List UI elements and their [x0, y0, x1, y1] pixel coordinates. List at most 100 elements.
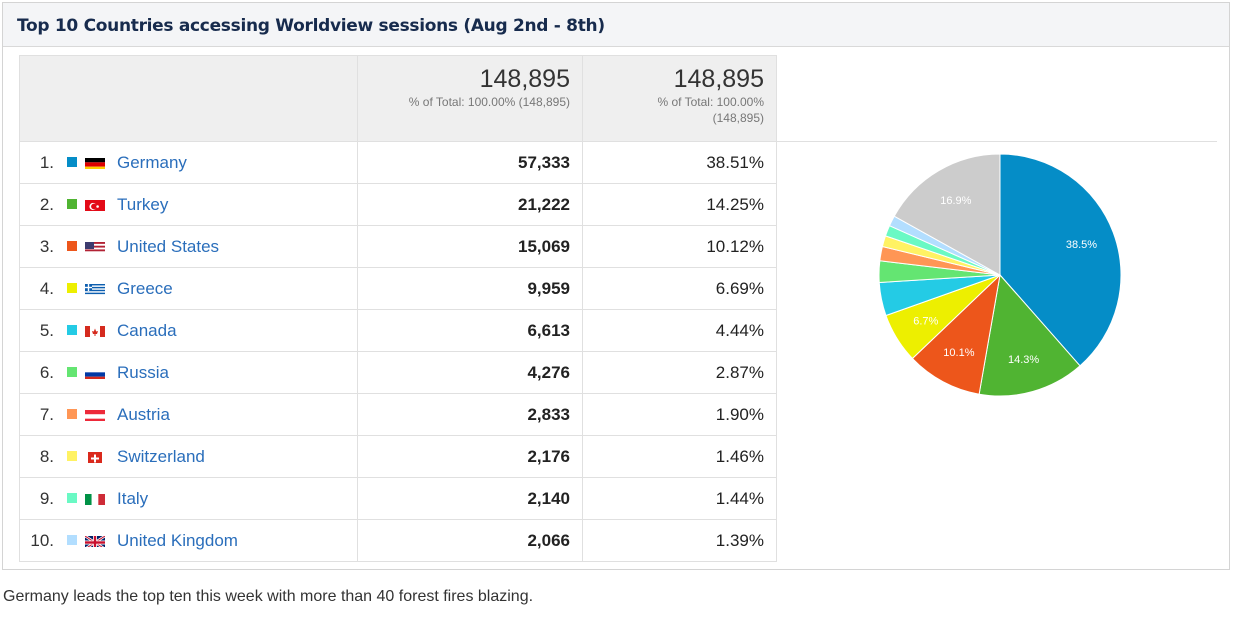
country-link[interactable]: Canada [117, 320, 177, 340]
rank-label: 7. [39, 404, 54, 424]
rank-label: 10. [30, 530, 54, 550]
percent-cell: 38.51% [582, 141, 777, 184]
country-cell: 7. Austria [19, 393, 358, 436]
country-cell: 6. Russia [19, 351, 358, 394]
percent-total-note-2: (148,895) [712, 111, 764, 125]
series-color-swatch [67, 534, 77, 545]
rank-label: 5. [39, 320, 54, 340]
pie-data-label: 38.5% [1066, 239, 1097, 251]
rank-label: 9. [39, 488, 54, 508]
country-cell: 4. Greece [19, 267, 358, 310]
country-cell: 10. United Kingdom [19, 519, 358, 562]
switzerland-flag-icon [85, 450, 105, 463]
percent-cell: 10.12% [582, 225, 777, 268]
table-row: 4. Greece 9,959 6.69% [19, 267, 777, 310]
table-header-row: 148,895 % of Total: 100.00% (148,895) 14… [19, 55, 777, 142]
series-color-swatch [67, 324, 77, 335]
country-cell: 3. United States [19, 225, 358, 268]
country-link[interactable]: Italy [117, 488, 149, 508]
panel-header: Top 10 Countries accessing Worldview ses… [3, 3, 1229, 47]
series-color-swatch [67, 492, 77, 503]
country-cell: 2. Turkey [19, 183, 358, 226]
rank-label: 4. [39, 278, 54, 298]
pie-slice-other[interactable] [893, 153, 1001, 276]
pie-slice-turkey[interactable] [978, 273, 1081, 397]
sessions-column-header: 148,895 % of Total: 100.00% (148,895) [357, 55, 583, 142]
percent-cell: 6.69% [582, 267, 777, 310]
pie-data-label: 10.1% [943, 347, 974, 359]
sessions-cell: 6,613 [357, 309, 583, 352]
sessions-total-note: % of Total: 100.00% (148,895) [408, 95, 570, 109]
chart-divider [777, 141, 1217, 142]
table-row: 5. Canada 6,613 4.44% [19, 309, 777, 352]
pie-data-label: 6.7% [913, 316, 938, 328]
rank-label: 2. [39, 194, 54, 214]
percent-column-header: 148,895 % of Total: 100.00% (148,895) [582, 55, 777, 142]
pie-data-label: 16.9% [940, 195, 971, 207]
table-row: 7. Austria 2,833 1.90% [19, 393, 777, 436]
percent-cell: 1.90% [582, 393, 777, 436]
series-color-swatch [67, 156, 77, 167]
percent-cell: 4.44% [582, 309, 777, 352]
percent-cell: 14.25% [582, 183, 777, 226]
percent-cell: 2.87% [582, 351, 777, 394]
country-link[interactable]: Germany [117, 152, 187, 172]
table-row: 3. United States 15,069 10.12% [19, 225, 777, 268]
series-color-swatch [67, 282, 77, 293]
sessions-cell: 15,069 [357, 225, 583, 268]
turkey-flag-icon [85, 198, 105, 211]
series-color-swatch [67, 450, 77, 461]
table-row: 8. Switzerland 2,176 1.46% [19, 435, 777, 478]
percent-cell: 1.46% [582, 435, 777, 478]
report-panel: Top 10 Countries accessing Worldview ses… [2, 2, 1230, 570]
sessions-total: 148,895 [479, 65, 570, 93]
sessions-cell: 2,176 [357, 435, 583, 478]
country-link[interactable]: Austria [117, 404, 170, 424]
country-link[interactable]: Switzerland [117, 446, 205, 466]
uk-flag-icon [85, 534, 105, 547]
rank-label: 3. [39, 236, 54, 256]
series-color-swatch [67, 366, 77, 377]
greece-flag-icon [85, 282, 105, 295]
pie-data-label: 14.3% [1008, 354, 1039, 366]
country-cell: 8. Switzerland [19, 435, 358, 478]
percent-total: 148,895 [673, 65, 764, 93]
pie-slice-germany[interactable] [999, 153, 1122, 367]
sessions-cell: 2,833 [357, 393, 583, 436]
country-link[interactable]: Russia [117, 362, 169, 382]
italy-flag-icon [85, 492, 105, 505]
percent-total-note-1: % of Total: 100.00% [657, 95, 764, 109]
germany-flag-icon [85, 156, 105, 169]
pie-slice-united-states[interactable] [911, 273, 1001, 395]
series-color-swatch [67, 198, 77, 209]
countries-table: 148,895 % of Total: 100.00% (148,895) 14… [19, 55, 777, 562]
table-row: 10. United Kingdom 2,066 1.39% [19, 519, 777, 562]
country-link[interactable]: United States [117, 236, 220, 256]
country-cell: 5. Canada [19, 309, 358, 352]
country-link[interactable]: Greece [117, 278, 173, 298]
percent-cell: 1.39% [582, 519, 777, 562]
sessions-cell: 9,959 [357, 267, 583, 310]
sessions-cell: 4,276 [357, 351, 583, 394]
rank-label: 1. [39, 152, 54, 172]
country-link[interactable]: Turkey [117, 194, 169, 214]
canada-flag-icon [85, 324, 105, 337]
country-link[interactable]: United Kingdom [117, 530, 238, 550]
country-column-header [19, 55, 358, 142]
russia-flag-icon [85, 366, 105, 379]
sessions-cell: 21,222 [357, 183, 583, 226]
rank-label: 8. [39, 446, 54, 466]
table-row: 9. Italy 2,140 1.44% [19, 477, 777, 520]
country-cell: 1. Germany [19, 141, 358, 184]
series-color-swatch [67, 240, 77, 251]
sessions-cell: 57,333 [357, 141, 583, 184]
sessions-cell: 2,066 [357, 519, 583, 562]
sessions-pie-chart: 38.5% 14.3% 10.1% 6.7% 16.9% [878, 153, 1122, 397]
series-color-swatch [67, 408, 77, 419]
us-flag-icon [85, 240, 105, 253]
country-cell: 9. Italy [19, 477, 358, 520]
table-row: 2. Turkey 21,222 14.25% [19, 183, 777, 226]
table-row: 6. Russia 4,276 2.87% [19, 351, 777, 394]
percent-cell: 1.44% [582, 477, 777, 520]
caption: Germany leads the top ten this week with… [3, 588, 534, 605]
